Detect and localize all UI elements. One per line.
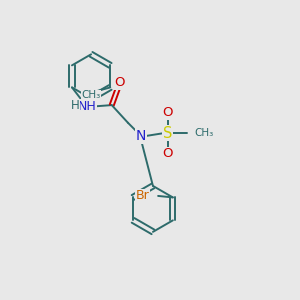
Text: O: O bbox=[114, 76, 124, 89]
Text: Br: Br bbox=[136, 189, 149, 203]
Text: CH₃: CH₃ bbox=[194, 128, 213, 138]
Text: NH: NH bbox=[77, 100, 96, 113]
Text: N: N bbox=[136, 129, 146, 143]
Text: H: H bbox=[71, 100, 80, 112]
Text: CH₃: CH₃ bbox=[82, 90, 101, 100]
Text: S: S bbox=[163, 126, 172, 141]
Text: O: O bbox=[162, 147, 173, 160]
Text: O: O bbox=[162, 106, 173, 119]
